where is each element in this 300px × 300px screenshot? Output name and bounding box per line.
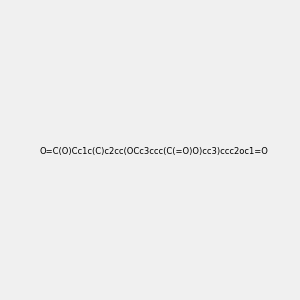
Text: O=C(O)Cc1c(C)c2cc(OCc3ccc(C(=O)O)cc3)ccc2oc1=O: O=C(O)Cc1c(C)c2cc(OCc3ccc(C(=O)O)cc3)ccc… bbox=[39, 147, 268, 156]
